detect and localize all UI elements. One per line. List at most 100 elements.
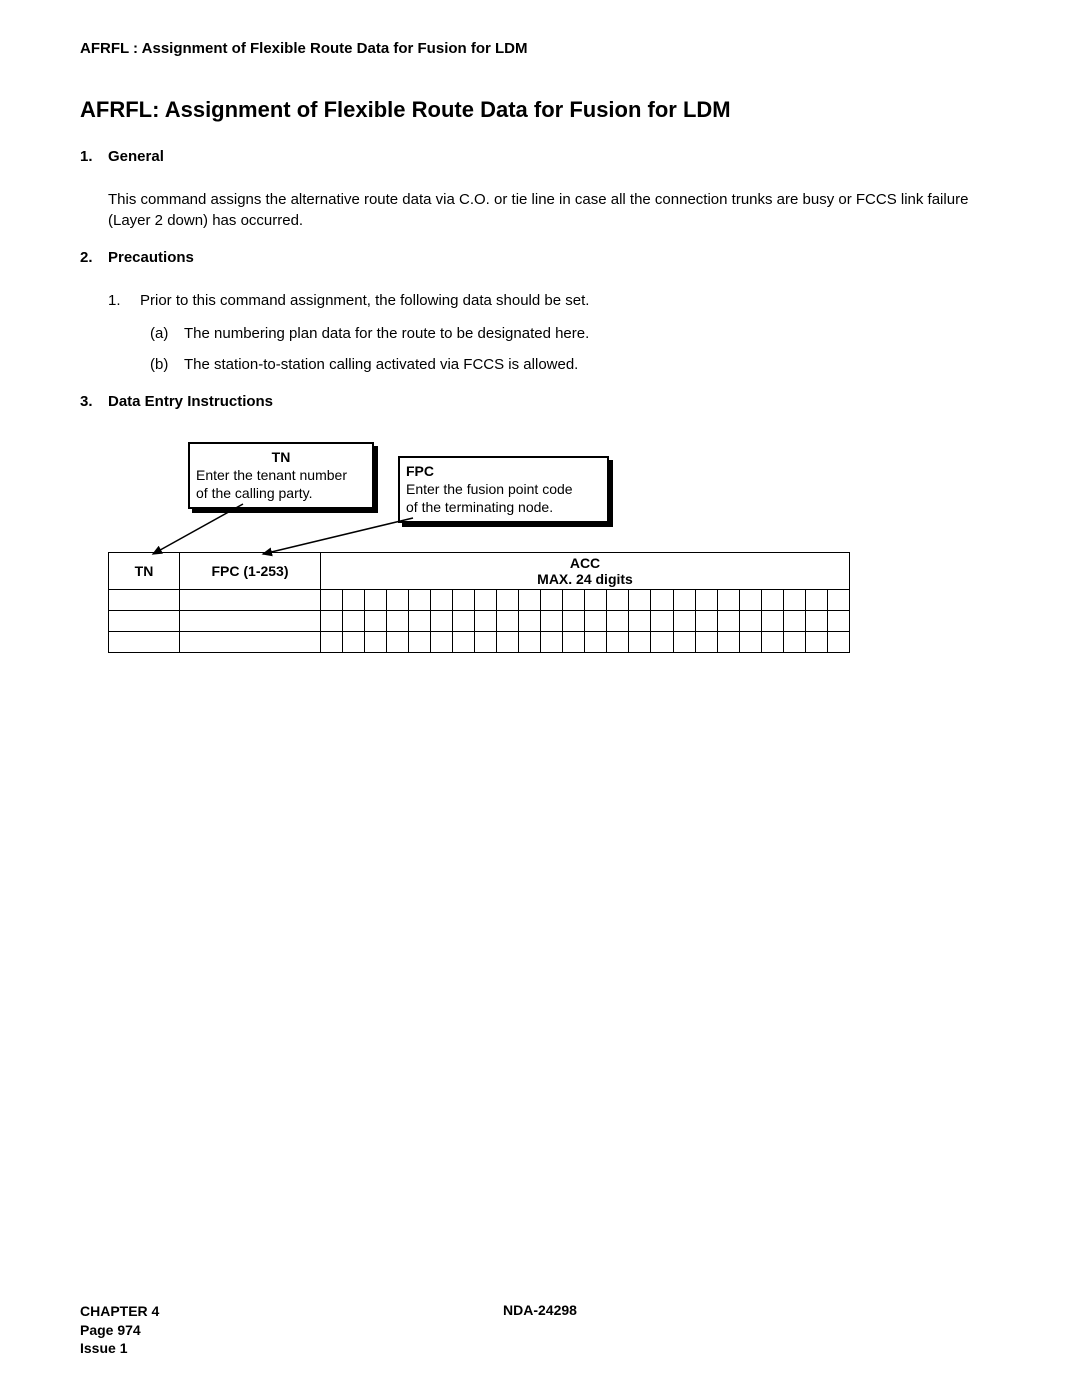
- cell-acc-digit[interactable]: [431, 611, 453, 632]
- cell-acc-digit[interactable]: [585, 590, 607, 611]
- cell-fpc[interactable]: [180, 632, 321, 653]
- cell-acc-digit[interactable]: [695, 590, 717, 611]
- cell-acc-digit[interactable]: [651, 590, 673, 611]
- cell-acc-digit[interactable]: [497, 632, 519, 653]
- cell-acc-digit[interactable]: [453, 611, 475, 632]
- cell-acc-digit[interactable]: [739, 632, 761, 653]
- cell-acc-digit[interactable]: [431, 632, 453, 653]
- cell-acc-digit[interactable]: [343, 632, 365, 653]
- cell-acc-digit[interactable]: [387, 590, 409, 611]
- cell-acc-digit[interactable]: [827, 590, 849, 611]
- callout-box-tn: TN Enter the tenant number of the callin…: [188, 442, 374, 509]
- cell-acc-digit[interactable]: [519, 611, 541, 632]
- footer-chapter: CHAPTER 4: [80, 1302, 159, 1320]
- cell-acc-digit[interactable]: [739, 611, 761, 632]
- cell-acc-digit[interactable]: [365, 590, 387, 611]
- cell-acc-digit[interactable]: [673, 590, 695, 611]
- cell-acc-digit[interactable]: [585, 632, 607, 653]
- cell-tn[interactable]: [109, 611, 180, 632]
- cell-acc-digit[interactable]: [805, 590, 827, 611]
- callout-box-fpc: FPC Enter the fusion point code of the t…: [398, 456, 609, 523]
- cell-acc-digit[interactable]: [343, 611, 365, 632]
- cell-acc-digit[interactable]: [783, 611, 805, 632]
- cell-acc-digit[interactable]: [563, 632, 585, 653]
- section-label-precautions: Precautions: [108, 249, 194, 266]
- cell-acc-digit[interactable]: [607, 611, 629, 632]
- cell-acc-digit[interactable]: [651, 611, 673, 632]
- cell-acc-digit[interactable]: [541, 632, 563, 653]
- section-num-1: 1.: [80, 148, 108, 177]
- cell-acc-digit[interactable]: [343, 590, 365, 611]
- cell-acc-digit[interactable]: [651, 632, 673, 653]
- cell-acc-digit[interactable]: [629, 632, 651, 653]
- footer-issue: Issue 1: [80, 1339, 159, 1357]
- cell-acc-digit[interactable]: [541, 590, 563, 611]
- cell-acc-digit[interactable]: [739, 590, 761, 611]
- cell-acc-digit[interactable]: [717, 632, 739, 653]
- cell-acc-digit[interactable]: [761, 611, 783, 632]
- cell-acc-digit[interactable]: [629, 611, 651, 632]
- cell-acc-digit[interactable]: [475, 632, 497, 653]
- cell-acc-digit[interactable]: [563, 590, 585, 611]
- callout-fpc-line1: Enter the fusion point code: [406, 480, 601, 498]
- cell-acc-digit[interactable]: [409, 611, 431, 632]
- cell-acc-digit[interactable]: [475, 590, 497, 611]
- table-row: [109, 611, 850, 632]
- cell-acc-digit[interactable]: [387, 632, 409, 653]
- cell-acc-digit[interactable]: [497, 611, 519, 632]
- cell-acc-digit[interactable]: [673, 632, 695, 653]
- cell-acc-digit[interactable]: [365, 632, 387, 653]
- section-num-3: 3.: [80, 393, 108, 422]
- cell-acc-digit[interactable]: [585, 611, 607, 632]
- cell-acc-digit[interactable]: [607, 632, 629, 653]
- cell-acc-digit[interactable]: [453, 632, 475, 653]
- cell-acc-digit[interactable]: [519, 590, 541, 611]
- cell-acc-digit[interactable]: [541, 611, 563, 632]
- cell-acc-digit[interactable]: [453, 590, 475, 611]
- cell-acc-digit[interactable]: [365, 611, 387, 632]
- precaution-sub-b-text: The station-to-station calling activated…: [184, 354, 578, 375]
- cell-acc-digit[interactable]: [805, 611, 827, 632]
- section-label-data-entry: Data Entry Instructions: [108, 393, 273, 410]
- main-title: AFRFL: Assignment of Flexible Route Data…: [80, 97, 1000, 123]
- cell-acc-digit[interactable]: [387, 611, 409, 632]
- cell-acc-digit[interactable]: [761, 632, 783, 653]
- precaution-sub-b-label: (b): [150, 354, 184, 375]
- table-row: [109, 590, 850, 611]
- cell-acc-digit[interactable]: [827, 632, 849, 653]
- page-header: AFRFL : Assignment of Flexible Route Dat…: [80, 40, 1000, 57]
- cell-acc-digit[interactable]: [321, 632, 343, 653]
- cell-acc-digit[interactable]: [629, 590, 651, 611]
- page-footer: CHAPTER 4 Page 974 Issue 1 NDA-24298: [80, 1302, 1000, 1357]
- cell-acc-digit[interactable]: [695, 611, 717, 632]
- callout-fpc-title: FPC: [406, 462, 601, 480]
- precaution-sub-a: (a) The numbering plan data for the rout…: [150, 323, 1000, 344]
- cell-fpc[interactable]: [180, 590, 321, 611]
- cell-acc-digit[interactable]: [475, 611, 497, 632]
- table-header-row: TN FPC (1-253) ACC MAX. 24 digits: [109, 553, 850, 590]
- section-num-2: 2.: [80, 249, 108, 278]
- cell-acc-digit[interactable]: [563, 611, 585, 632]
- cell-acc-digit[interactable]: [321, 611, 343, 632]
- cell-acc-digit[interactable]: [827, 611, 849, 632]
- cell-acc-digit[interactable]: [783, 632, 805, 653]
- cell-tn[interactable]: [109, 632, 180, 653]
- cell-fpc[interactable]: [180, 611, 321, 632]
- callout-tn-line1: Enter the tenant number: [196, 466, 366, 484]
- cell-acc-digit[interactable]: [761, 590, 783, 611]
- cell-acc-digit[interactable]: [409, 632, 431, 653]
- cell-acc-digit[interactable]: [673, 611, 695, 632]
- cell-acc-digit[interactable]: [695, 632, 717, 653]
- cell-acc-digit[interactable]: [409, 590, 431, 611]
- cell-acc-digit[interactable]: [783, 590, 805, 611]
- cell-acc-digit[interactable]: [519, 632, 541, 653]
- section-precautions: 2. Precautions: [80, 249, 1000, 278]
- cell-acc-digit[interactable]: [607, 590, 629, 611]
- cell-acc-digit[interactable]: [431, 590, 453, 611]
- cell-acc-digit[interactable]: [321, 590, 343, 611]
- cell-acc-digit[interactable]: [717, 611, 739, 632]
- cell-acc-digit[interactable]: [497, 590, 519, 611]
- cell-acc-digit[interactable]: [805, 632, 827, 653]
- cell-tn[interactable]: [109, 590, 180, 611]
- cell-acc-digit[interactable]: [717, 590, 739, 611]
